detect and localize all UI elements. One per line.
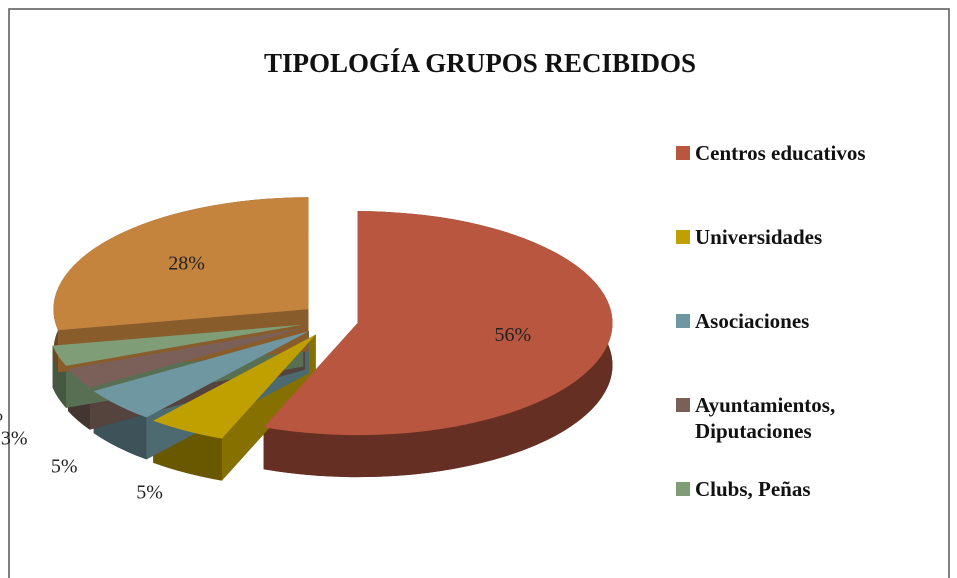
slice — [93, 331, 309, 418]
legend-label: Clubs, Peñas — [695, 477, 811, 501]
legend-label: Ayuntamientos, Diputaciones — [695, 393, 836, 443]
legend-swatch — [676, 398, 690, 412]
legend-swatch — [676, 314, 690, 328]
slice — [53, 197, 309, 331]
legend-item: Asociaciones — [676, 308, 946, 392]
legend-item: Ayuntamientos, Diputaciones — [676, 392, 946, 476]
legend-label: Universidades — [695, 225, 823, 249]
data-label: 56% — [494, 324, 531, 346]
chart-frame — [8, 8, 950, 578]
slice — [263, 211, 613, 436]
slice — [52, 324, 304, 366]
legend-item: Clubs, Peñas — [676, 476, 946, 560]
legend-swatch — [676, 482, 690, 496]
data-label: 3% — [1, 428, 28, 450]
legend-item: Centros educativos — [676, 140, 946, 224]
slice — [67, 327, 306, 388]
pie-tops — [52, 197, 613, 439]
legend-label: Centros educativos — [695, 141, 866, 165]
data-label: 3% — [0, 403, 3, 425]
legend-label: Asociaciones — [695, 309, 810, 333]
slice — [153, 334, 316, 439]
data-label: 28% — [168, 253, 205, 275]
legend-swatch — [676, 146, 690, 160]
data-label: 5% — [136, 481, 163, 503]
legend: Centros educativos Universidades Asociacio… — [676, 140, 946, 560]
legend-swatch — [676, 230, 690, 244]
legend-item: Universidades — [676, 224, 946, 308]
chart-title: TIPOLOGÍA GRUPOS RECIBIDOS — [264, 48, 696, 78]
data-label: 5% — [51, 456, 78, 478]
